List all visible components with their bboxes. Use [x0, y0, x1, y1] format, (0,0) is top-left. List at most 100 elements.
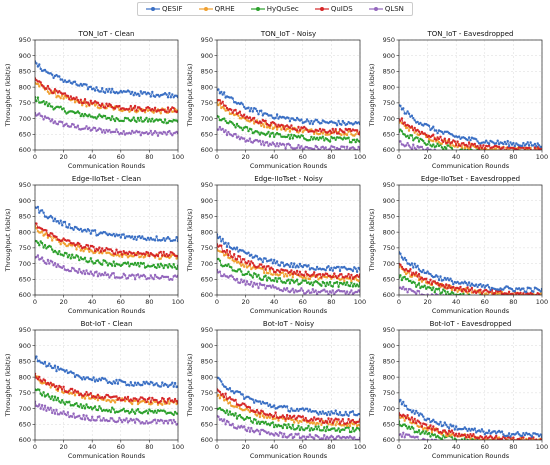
data-point-quids	[480, 292, 484, 295]
data-point-qesif	[303, 409, 306, 412]
data-point-qesif	[406, 110, 409, 113]
data-point-quids	[522, 292, 525, 295]
data-point-qesif	[46, 364, 50, 367]
data-point-qlsn	[525, 300, 527, 302]
data-point-qlsn	[278, 142, 282, 145]
data-point-quids	[466, 433, 469, 437]
data-point-qlsn	[223, 130, 226, 134]
data-point-quids	[116, 398, 120, 401]
data-point-hyqusec	[419, 432, 422, 436]
data-point-hyqusec	[227, 413, 230, 416]
data-point-qlsn	[355, 149, 359, 150]
data-point-qesif	[420, 270, 424, 274]
data-point-qlsn	[251, 141, 254, 144]
data-point-hyqusec	[274, 276, 277, 280]
data-point-hyqusec	[96, 408, 100, 412]
data-point-quids	[410, 273, 414, 277]
data-point-qlsn	[155, 131, 158, 134]
data-point-quids	[456, 435, 459, 438]
data-point-hyqusec	[86, 115, 90, 118]
data-point-hyqusec	[298, 136, 302, 139]
data-point-hyqusec	[56, 396, 60, 400]
data-point-qlsn	[531, 158, 533, 160]
data-point-qrhe	[504, 440, 506, 442]
x-tick-label: 0	[215, 443, 219, 451]
data-point-quids	[435, 138, 438, 141]
data-point-quids	[55, 89, 58, 93]
data-point-qlsn	[343, 290, 346, 293]
legend-swatch-qlsn	[368, 7, 383, 11]
data-point-qlsn	[116, 130, 120, 134]
y-tick-label: 650	[201, 420, 213, 428]
data-point-qrhe	[263, 125, 266, 129]
data-point-qesif	[476, 140, 479, 143]
plot-frame	[398, 39, 543, 151]
data-point-qlsn	[313, 437, 316, 440]
data-point-qlsn	[76, 271, 80, 274]
data-point-hyqusec	[400, 130, 404, 133]
data-point-qlsn	[404, 144, 408, 147]
data-point-qesif	[469, 138, 472, 142]
data-point-qesif	[337, 265, 340, 269]
data-point-qrhe	[525, 296, 527, 298]
data-point-qesif	[88, 229, 91, 232]
data-point-quids	[163, 254, 167, 258]
data-point-qesif	[53, 217, 57, 220]
data-point-hyqusec	[529, 445, 531, 447]
data-point-qlsn	[293, 435, 296, 439]
data-point-qesif	[305, 407, 309, 410]
data-point-qlsn	[444, 153, 446, 155]
data-point-qlsn	[522, 448, 524, 450]
data-point-qlsn	[247, 426, 250, 429]
data-point-hyqusec	[331, 285, 334, 288]
data-point-quids	[453, 289, 456, 292]
data-point-hyqusec	[152, 263, 155, 267]
data-point-quids	[72, 242, 75, 245]
data-point-qrhe	[265, 416, 269, 420]
data-point-qesif	[73, 80, 77, 83]
x-tick-label: 40	[452, 298, 460, 306]
data-point-qlsn	[495, 300, 497, 302]
data-point-qesif	[68, 223, 71, 226]
data-point-quids	[273, 414, 276, 418]
data-point-quids	[298, 129, 302, 132]
data-point-qesif	[270, 258, 273, 261]
data-point-quids	[274, 411, 277, 414]
data-point-hyqusec	[300, 426, 303, 429]
data-point-qlsn	[56, 263, 60, 266]
data-point-quids	[459, 285, 462, 289]
subplot-title: Bot-IoT - Noisy	[263, 320, 314, 328]
data-point-hyqusec	[152, 411, 155, 414]
data-point-hyqusec	[295, 278, 299, 281]
data-point-qrhe	[261, 414, 264, 418]
data-point-qrhe	[406, 271, 409, 274]
data-point-quids	[35, 376, 38, 379]
data-point-qesif	[307, 120, 310, 123]
data-point-quids	[135, 253, 138, 257]
y-tick-label: 700	[201, 405, 213, 413]
data-point-hyqusec	[300, 281, 303, 284]
subplot-title: Edge-IIoTset - Eavesdropped	[421, 175, 520, 183]
data-point-qrhe	[51, 239, 54, 242]
data-point-hyqusec	[527, 155, 529, 157]
data-point-hyqusec	[403, 275, 406, 279]
data-point-quids	[419, 422, 422, 425]
data-point-qesif	[350, 268, 353, 271]
data-point-qrhe	[293, 421, 296, 424]
y-tick-label: 700	[383, 115, 395, 123]
y-tick-label: 600	[201, 146, 213, 154]
data-point-qesif	[485, 139, 488, 142]
data-point-qesif	[145, 238, 148, 242]
data-point-qlsn	[121, 421, 124, 424]
data-point-qesif	[151, 381, 154, 384]
data-point-qesif	[139, 90, 142, 93]
data-point-qrhe	[75, 248, 78, 251]
data-point-qlsn	[102, 129, 105, 132]
data-point-qesif	[410, 262, 414, 265]
data-point-hyqusec	[133, 261, 137, 265]
data-point-qesif	[513, 290, 516, 293]
data-point-qlsn	[69, 269, 73, 273]
data-point-hyqusec	[355, 138, 359, 141]
data-point-qesif	[105, 379, 108, 382]
data-point-hyqusec	[59, 105, 62, 109]
